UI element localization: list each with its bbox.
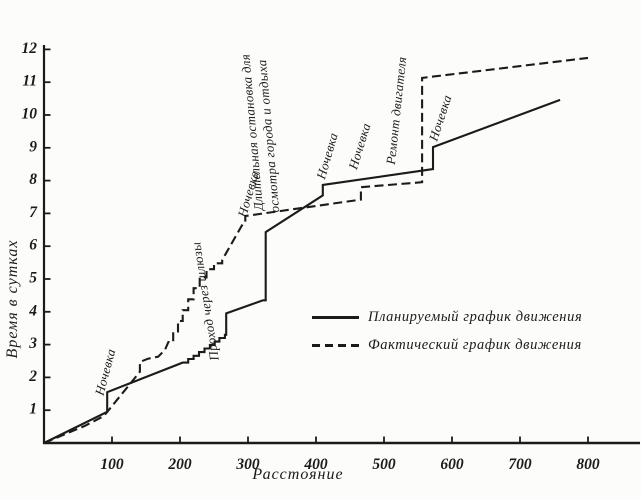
legend-label-actual: Фактический график движения	[368, 337, 582, 353]
legend-label-planned: Планируемый график движения	[368, 309, 583, 325]
y-tick-label: 5	[29, 270, 37, 287]
y-tick-label: 8	[29, 171, 37, 188]
y-tick-label: 1	[29, 401, 37, 418]
y-tick-label: 12	[22, 40, 38, 57]
dashed-line-sample	[312, 344, 359, 347]
y-tick-label: 2	[28, 368, 37, 385]
x-tick-label: 100	[100, 456, 124, 473]
x-tick-label: 600	[440, 456, 464, 473]
planned-schedule-line	[43, 98, 561, 444]
y-tick-label: 9	[29, 138, 37, 155]
y-tick-label: 10	[22, 106, 38, 123]
solid-line-sample	[312, 316, 359, 319]
annotation-label: Ночевка	[425, 93, 454, 144]
annotation-label: Ночевка	[345, 121, 374, 172]
legend: Планируемый график движения Фактический …	[312, 309, 582, 354]
annotation-label: Ремонт двигателя	[383, 56, 409, 166]
y-tick-label: 7	[29, 204, 38, 221]
x-tick-label: 800	[576, 456, 600, 473]
legend-item-actual: Фактический график движения	[312, 337, 582, 354]
x-tick-label: 700	[508, 456, 532, 473]
annotation-label: Ночевка	[313, 131, 341, 182]
x-axis-title: Расстояние	[252, 466, 344, 483]
x-tick-label: 500	[372, 456, 396, 473]
y-tick-label: 6	[29, 237, 37, 254]
x-tick-label: 300	[235, 456, 260, 473]
annotation-label: Проход через шлюзы	[188, 241, 222, 363]
x-tick-label: 200	[167, 456, 192, 473]
y-tick-label: 3	[28, 335, 37, 352]
y-tick-label: 11	[22, 73, 37, 90]
legend-item-planned: Планируемый график движения	[312, 309, 582, 326]
x-tick-label: 400	[303, 456, 328, 473]
actual-schedule-line	[43, 56, 589, 444]
y-tick-label: 4	[28, 302, 37, 319]
y-axis-title: Время в сутках	[4, 239, 21, 359]
